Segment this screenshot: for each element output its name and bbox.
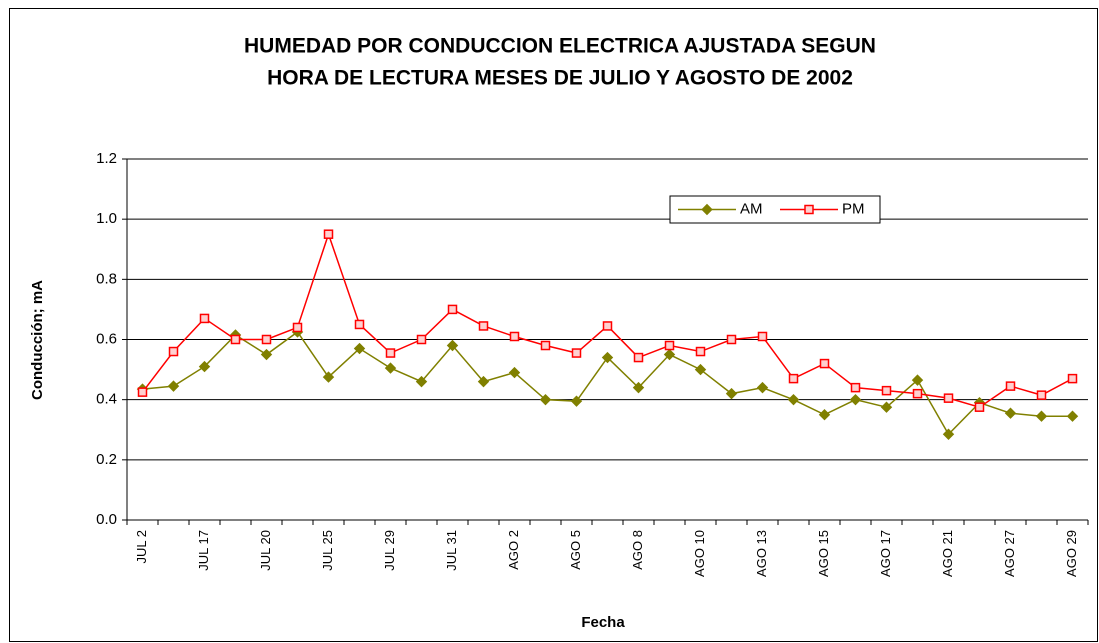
data-point	[260, 348, 273, 361]
data-point	[787, 393, 800, 406]
data-point	[540, 340, 551, 351]
data-point	[912, 388, 923, 399]
data-point	[447, 304, 458, 315]
data-point	[663, 348, 676, 361]
data-point	[571, 348, 582, 358]
x-tick-label: AGO 10	[692, 530, 707, 577]
data-point	[943, 393, 954, 403]
data-point	[1036, 390, 1047, 400]
data-point	[849, 393, 862, 406]
data-point	[570, 395, 583, 407]
x-tick-label: JUL 25	[320, 530, 335, 571]
x-tick-label: AGO 17	[878, 530, 893, 577]
data-point	[1005, 381, 1016, 391]
x-tick-label: AGO 5	[568, 530, 583, 570]
data-point	[974, 402, 985, 412]
data-point	[446, 339, 459, 352]
data-point	[539, 393, 552, 406]
x-tick-label: AGO 29	[1064, 530, 1079, 577]
data-point	[942, 428, 955, 440]
legend: AM PM	[669, 195, 881, 224]
y-axis-label: Conducción; mA	[29, 280, 46, 400]
data-point	[726, 334, 737, 345]
data-point	[788, 373, 799, 384]
data-point	[354, 319, 365, 330]
x-tick-label: JUL 17	[196, 530, 211, 571]
data-point	[167, 380, 180, 392]
x-tick-label: AGO 2	[506, 530, 521, 570]
data-point	[757, 331, 768, 342]
data-point	[633, 352, 644, 363]
data-point	[230, 334, 241, 345]
data-point	[416, 334, 427, 345]
data-point	[1004, 407, 1017, 419]
data-point	[1035, 410, 1048, 422]
legend-marker	[804, 204, 814, 215]
y-tick-label: 1.0	[96, 210, 117, 227]
data-point	[664, 340, 675, 351]
data-point	[1066, 410, 1079, 422]
data-point	[323, 229, 334, 239]
x-tick-label: AGO 13	[754, 530, 769, 577]
data-point	[632, 381, 645, 394]
data-point	[756, 381, 769, 394]
y-tick-label: 0.2	[96, 451, 117, 468]
data-point	[198, 360, 211, 373]
data-point	[694, 363, 707, 376]
data-point	[478, 321, 489, 331]
y-tick-label: 1.2	[96, 150, 117, 167]
data-point	[880, 401, 893, 413]
data-point	[911, 374, 924, 386]
x-tick-label: JUL 20	[258, 530, 273, 571]
data-point	[385, 348, 396, 358]
legend-label: PM	[842, 200, 865, 217]
x-tick-label: JUL 31	[444, 530, 459, 571]
x-axis-label: Fecha	[581, 614, 625, 631]
data-point	[818, 409, 831, 421]
x-tick-label: JUL 29	[382, 530, 397, 571]
data-point	[881, 385, 892, 396]
data-point	[353, 342, 366, 355]
data-point	[695, 346, 706, 357]
chart-title: HUMEDAD POR CONDUCCION ELECTRICA AJUSTAD…	[244, 35, 876, 58]
y-tick-label: 0.0	[96, 511, 117, 528]
chart-title: HORA DE LECTURA MESES DE JULIO Y AGOSTO …	[267, 67, 853, 90]
data-point	[850, 382, 861, 393]
y-tick-label: 0.6	[96, 330, 117, 347]
data-point	[725, 387, 738, 400]
x-tick-label: JUL 2	[134, 530, 149, 563]
x-tick-label: AGO 8	[630, 530, 645, 570]
x-tick-label: AGO 15	[816, 530, 831, 577]
data-point	[1067, 373, 1078, 384]
legend-marker	[701, 203, 713, 216]
x-tick-label: AGO 27	[1002, 530, 1017, 577]
data-point	[509, 331, 520, 342]
data-point	[819, 358, 830, 369]
data-point	[137, 387, 148, 397]
y-tick-label: 0.8	[96, 270, 117, 287]
x-tick-label: AGO 21	[940, 530, 955, 577]
data-point	[508, 366, 521, 379]
data-point	[415, 375, 428, 388]
data-point	[601, 351, 614, 364]
data-point	[477, 375, 490, 388]
y-tick-label: 0.4	[96, 391, 117, 408]
data-point	[261, 334, 272, 345]
data-point	[199, 313, 210, 324]
legend-label: AM	[740, 200, 763, 217]
data-point	[168, 346, 179, 357]
data-point	[602, 321, 613, 331]
data-point	[384, 362, 397, 374]
chart-frame	[9, 8, 1098, 642]
data-point	[292, 322, 303, 333]
data-point	[322, 371, 335, 383]
